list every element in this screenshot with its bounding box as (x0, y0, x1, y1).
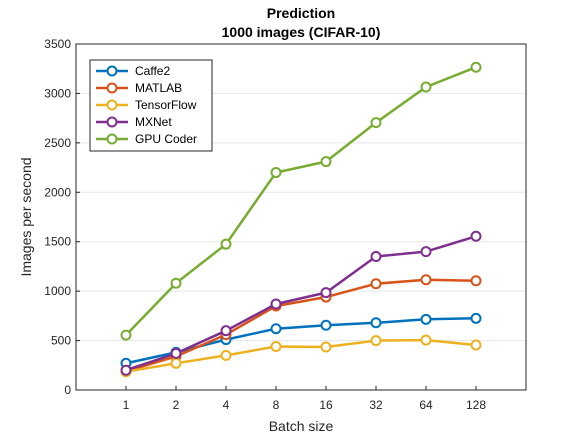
x-axis: 1 2 4 8 16 32 64 128 (123, 386, 486, 412)
data-point-caffe2 (370, 317, 382, 329)
data-point-tensorflow (370, 335, 382, 347)
chart-title: Prediction (267, 5, 335, 21)
data-point-matlab (370, 278, 382, 290)
series-line-gpu-coder (125, 66, 477, 336)
data-point-gpu-coder (270, 167, 282, 179)
legend-label: MXNet (135, 115, 172, 129)
data-point-gpu-coder (320, 156, 332, 168)
data-point-caffe2 (420, 313, 432, 325)
data-point-mxnet (220, 325, 232, 337)
y-tick-label: 1500 (44, 235, 71, 249)
data-point-tensorflow (420, 334, 432, 346)
series-mxnet (120, 230, 482, 376)
data-point-mxnet (320, 287, 332, 299)
y-tick-label: 2000 (44, 185, 71, 199)
x-tick-label: 32 (369, 398, 383, 412)
data-point-tensorflow (320, 341, 332, 353)
data-point-gpu-coder (170, 277, 182, 289)
series-group (120, 61, 482, 378)
legend-label: MATLAB (135, 81, 182, 95)
series-tensorflow (120, 334, 482, 378)
series-line-matlab (125, 278, 477, 373)
legend: Caffe2 MATLAB TensorFlow MXNet GPU Coder (89, 59, 213, 152)
legend-swatch-marker (106, 133, 118, 145)
y-tick-label: 3000 (44, 86, 71, 100)
y-tick-label: 1000 (44, 284, 71, 298)
legend-item-matlab: MATLAB (96, 81, 182, 95)
data-point-gpu-coder (220, 238, 232, 250)
plot-frame (75, 43, 527, 391)
data-point-mxnet (170, 347, 182, 359)
data-point-gpu-coder (370, 117, 382, 129)
legend-item-caffe2: Caffe2 (96, 64, 170, 78)
data-point-caffe2 (320, 319, 332, 331)
x-tick-label: 128 (466, 398, 486, 412)
legend-label: GPU Coder (135, 132, 197, 146)
x-tick-label: 16 (319, 398, 333, 412)
x-tick-label: 8 (273, 398, 280, 412)
legend-swatch-marker (106, 65, 118, 77)
series-line-mxnet (125, 235, 477, 372)
legend-item-gpu-coder: GPU Coder (96, 132, 197, 146)
legend-swatch-marker (106, 82, 118, 94)
legend-swatch-marker (106, 116, 118, 128)
data-point-tensorflow (270, 341, 282, 353)
legend-item-tensorflow: TensorFlow (96, 98, 197, 112)
data-point-matlab (470, 275, 482, 287)
series-gpu-coder (120, 61, 482, 341)
legend-label: TensorFlow (135, 98, 197, 112)
y-tick-label: 500 (51, 334, 71, 348)
data-point-caffe2 (270, 323, 282, 335)
data-point-gpu-coder (120, 329, 132, 341)
data-point-tensorflow (170, 357, 182, 369)
chart-subtitle: 1000 images (CIFAR-10) (222, 24, 381, 40)
data-point-mxnet (370, 251, 382, 263)
data-point-gpu-coder (420, 81, 432, 93)
legend-label: Caffe2 (135, 64, 170, 78)
data-point-gpu-coder (470, 61, 482, 73)
data-point-mxnet (120, 364, 132, 376)
y-axis-label: Images per second (18, 157, 34, 276)
data-point-matlab (420, 274, 432, 286)
y-tick-label: 0 (64, 383, 71, 397)
y-axis: 0 500 1000 1500 2000 2500 3000 3500 (44, 37, 80, 397)
x-tick-label: 4 (223, 398, 230, 412)
data-point-caffe2 (470, 312, 482, 324)
data-point-tensorflow (220, 349, 232, 361)
y-tick-label: 3500 (44, 37, 71, 51)
series-line-tensorflow (125, 338, 477, 373)
x-tick-label: 64 (419, 398, 433, 412)
x-tick-label: 2 (173, 398, 180, 412)
data-point-mxnet (470, 230, 482, 242)
x-tick-label: 1 (123, 398, 130, 412)
data-point-mxnet (270, 298, 282, 310)
legend-swatch-marker (106, 99, 118, 111)
data-point-tensorflow (470, 339, 482, 351)
legend-item-mxnet: MXNet (96, 115, 172, 129)
y-tick-label: 2500 (44, 136, 71, 150)
data-point-mxnet (420, 246, 432, 258)
x-axis-label: Batch size (269, 418, 334, 434)
